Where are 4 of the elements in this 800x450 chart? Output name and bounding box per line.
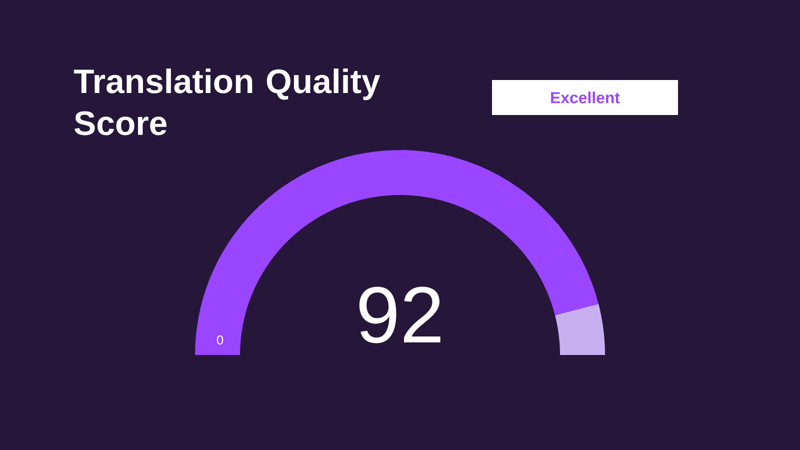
chart-title: Translation Quality Score (74, 68, 380, 136)
text: 92 (359, 286, 440, 344)
text: Excellent (551, 92, 620, 104)
text: 0 (216, 335, 224, 345)
